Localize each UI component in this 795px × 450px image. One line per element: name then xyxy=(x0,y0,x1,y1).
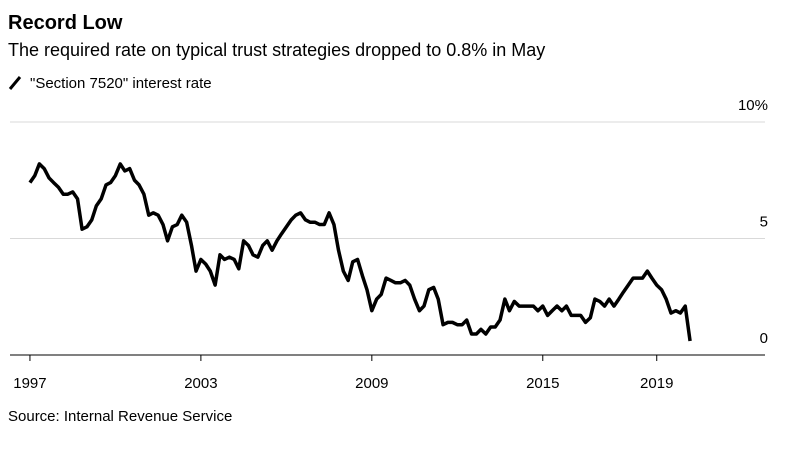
legend-swatch xyxy=(8,76,22,90)
chart-title: Record Low xyxy=(8,12,123,34)
x-tick-label: 2019 xyxy=(640,375,673,392)
x-tick-label: 1997 xyxy=(13,375,46,392)
y-tick-label: 5 xyxy=(760,214,768,231)
data-line xyxy=(28,162,692,342)
x-tick-label: 2015 xyxy=(526,375,559,392)
chart-subtitle: The required rate on typical trust strat… xyxy=(8,40,545,60)
legend-label: "Section 7520" interest rate xyxy=(30,75,212,92)
y-tick-label: 0 xyxy=(760,330,768,347)
y-tick-label: 10% xyxy=(738,97,768,114)
x-tick-label: 2009 xyxy=(355,375,388,392)
x-tick-label: 2003 xyxy=(184,375,217,392)
source: Source: Internal Revenue Service xyxy=(8,408,232,425)
